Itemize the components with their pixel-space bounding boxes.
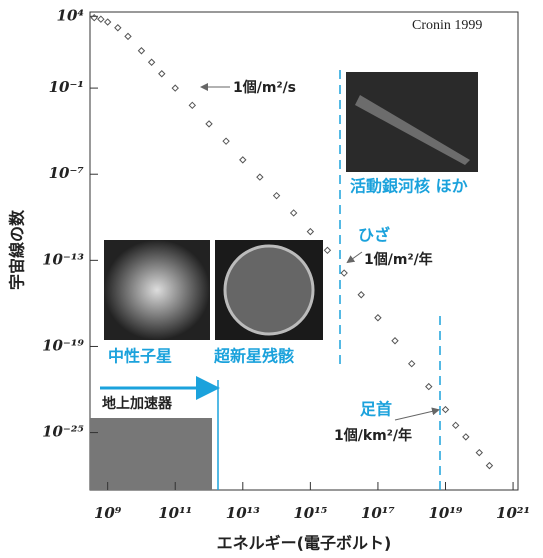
point (91, 15, 97, 21)
point (240, 157, 246, 163)
point (105, 19, 111, 25)
point (172, 85, 178, 91)
x-tick-label: 10¹⁹ (428, 504, 462, 522)
pointer (395, 410, 438, 420)
annotation: 超新星残骸 (213, 347, 294, 366)
neutron-star-image (104, 240, 210, 340)
point (463, 434, 469, 440)
y-tick-label: 10⁻¹⁹ (42, 336, 84, 354)
y-axis-label: 宇宙線の数 (8, 209, 27, 290)
accelerator-image (90, 418, 212, 490)
source: Cronin 1999 (412, 18, 482, 33)
point (149, 59, 155, 65)
annotation: 中性子星 (108, 347, 172, 366)
point (274, 193, 280, 199)
x-tick-label: 10⁹ (94, 504, 122, 522)
point (341, 270, 347, 276)
annotation: 1個/km²/年 (334, 427, 412, 444)
annotation: 足首 (360, 400, 392, 419)
x-tick-label: 10¹¹ (158, 504, 192, 522)
x-tick-label: 10¹⁷ (361, 504, 395, 522)
point (409, 361, 415, 367)
point (307, 229, 313, 235)
y-tick-label: 10⁻¹ (49, 78, 84, 96)
point (486, 463, 492, 469)
y-tick-label: 10⁴ (57, 6, 84, 24)
snr-shell (225, 246, 313, 334)
annotation: 1個/m²/s (233, 79, 296, 96)
y-tick-label: 10⁻⁷ (49, 164, 85, 182)
annotation: 活動銀河核 ほか (350, 177, 468, 196)
point (392, 338, 398, 344)
point (98, 16, 104, 22)
point (358, 292, 364, 298)
point (125, 33, 131, 39)
x-tick-label: 10¹³ (226, 504, 260, 522)
y-tick-label: 10⁻¹³ (42, 250, 84, 268)
point (223, 138, 229, 144)
y-tick-label: 10⁻²⁵ (42, 423, 84, 441)
point (115, 25, 121, 31)
annotation: ひざ (358, 226, 390, 245)
x-tick-label: 10¹⁵ (293, 504, 327, 522)
point (476, 450, 482, 456)
chart: Cronin 1999 1個/m²/s ひざ 1個/m²/年 足首 1個/km²… (0, 0, 543, 558)
pointer (348, 252, 362, 262)
point (453, 422, 459, 428)
point (291, 210, 297, 216)
point (138, 48, 144, 54)
point (442, 407, 448, 413)
annotation: 地上加速器 (102, 395, 173, 412)
point (189, 102, 195, 108)
point (159, 71, 165, 77)
point (206, 121, 212, 127)
point (324, 247, 330, 253)
point (257, 174, 263, 180)
annotation: 1個/m²/年 (364, 251, 433, 268)
point (426, 384, 432, 390)
x-axis-label: エネルギー(電子ボルト) (217, 534, 392, 553)
point (375, 315, 381, 321)
x-tick-label: 10²¹ (496, 504, 530, 522)
